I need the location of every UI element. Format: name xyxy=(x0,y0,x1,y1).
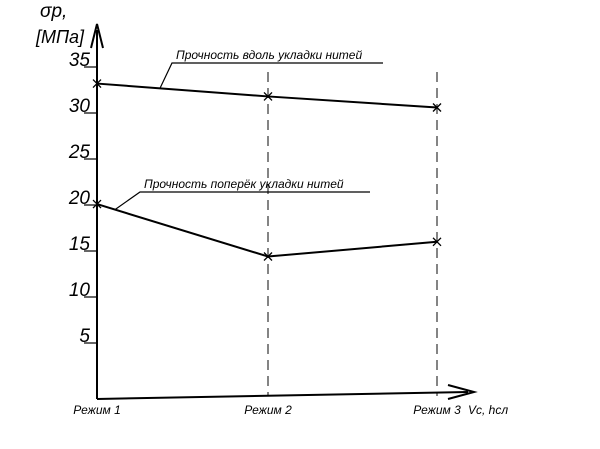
data-point-marker xyxy=(263,91,273,101)
series-label: Прочность поперёк укладки нитей xyxy=(144,177,344,191)
y-ticks: 5 10 15 20 25 30 35 xyxy=(68,50,97,347)
data-point-marker xyxy=(432,237,442,247)
y-tick-label: 15 xyxy=(69,234,91,255)
y-tick-label: 25 xyxy=(68,142,91,163)
y-tick-label: 30 xyxy=(69,96,91,117)
x-category-label: Режим 1 xyxy=(73,403,121,417)
labels: σр, [МПа] Vc, hсл Режим 1 Режим 2 Режим 3 П… xyxy=(35,1,508,417)
y-tick-label: 20 xyxy=(68,188,91,209)
y-tick-label: 35 xyxy=(69,50,91,71)
series xyxy=(92,79,442,261)
series-label-leader xyxy=(114,191,370,211)
data-point-marker xyxy=(92,79,102,89)
y-tick-label: 5 xyxy=(79,326,90,347)
x-axis xyxy=(96,391,469,400)
y-tick-label: 10 xyxy=(69,280,91,301)
y-axis-arrow xyxy=(90,23,104,49)
x-axis-label: Vc, hсл xyxy=(468,403,508,417)
x-category-label: Режим 3 xyxy=(413,403,461,417)
axes xyxy=(90,23,478,400)
y-axis-unit: [МПа] xyxy=(35,27,85,47)
series-label-leader xyxy=(159,62,383,89)
grid-lines xyxy=(267,72,438,396)
data-point-marker xyxy=(432,103,442,112)
data-point-marker xyxy=(92,199,102,209)
x-axis-arrow xyxy=(447,384,478,400)
data-point-marker xyxy=(263,252,273,261)
series-label: Прочность вдоль укладки нитей xyxy=(176,48,362,62)
y-axis-symbol: σр, xyxy=(40,1,67,22)
x-category-label: Режим 2 xyxy=(244,403,292,417)
series-line-2 xyxy=(96,203,438,258)
